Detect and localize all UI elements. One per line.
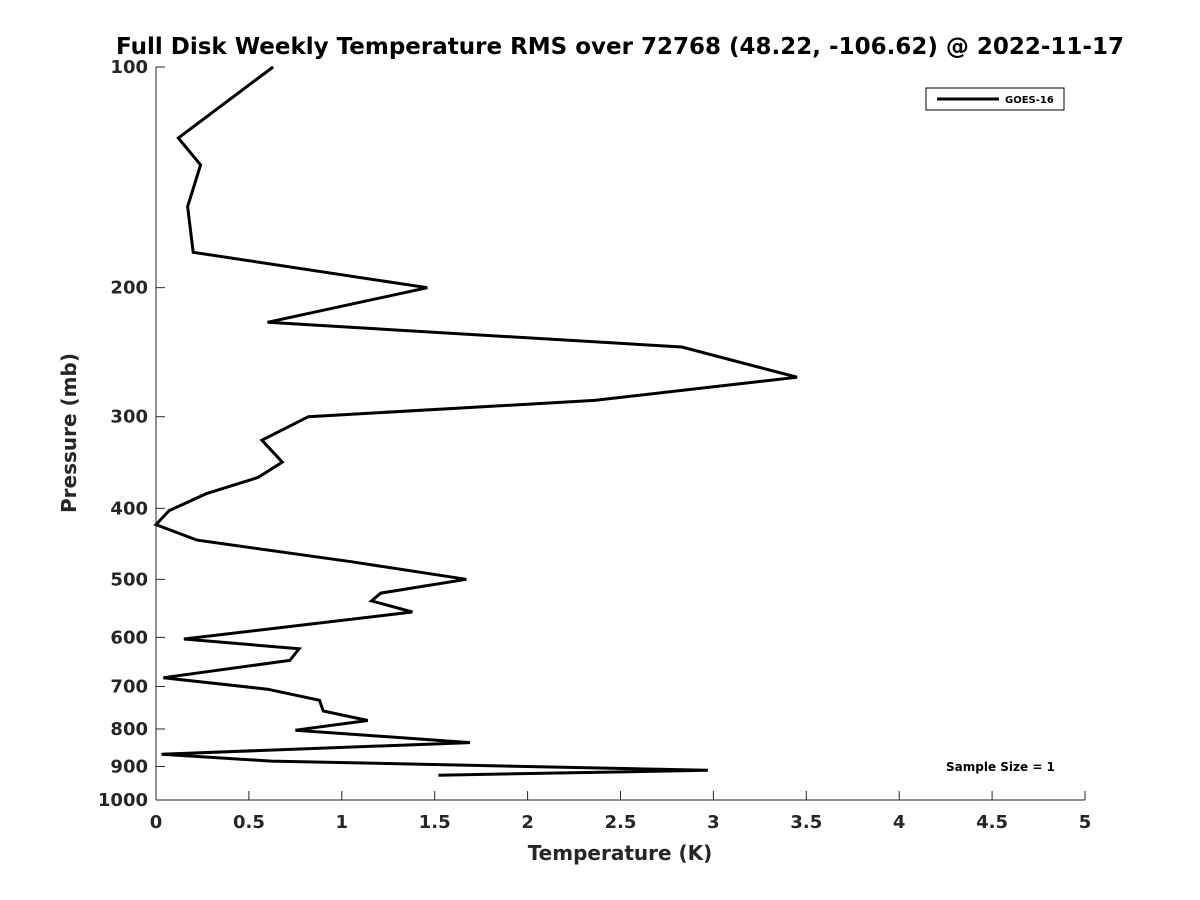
x-tick-label: 3	[707, 812, 720, 833]
x-axis-ticks: 0 0.5 1 1.5 2 2.5 3 3.5 4 4.5 5	[150, 791, 1092, 833]
y-tick-label: 100	[110, 57, 148, 78]
y-axis-ticks: 100 200 300 400 500 600 700 800 900 1000	[98, 57, 165, 811]
x-tick-label: 0.5	[233, 812, 265, 833]
y-tick-label: 500	[110, 569, 148, 590]
x-tick-label: 1	[336, 812, 349, 833]
y-tick-label: 800	[110, 719, 148, 740]
x-tick-label: 5	[1079, 812, 1092, 833]
x-tick-label: 2.5	[605, 812, 637, 833]
y-tick-label: 600	[110, 627, 148, 648]
y-axis-label: Pressure (mb)	[57, 353, 81, 513]
y-tick-label: 300	[110, 407, 148, 428]
x-tick-label: 1.5	[419, 812, 451, 833]
x-tick-label: 4.5	[976, 812, 1008, 833]
series-line-goes-16	[153, 65, 798, 777]
plot-area	[156, 67, 1085, 800]
x-tick-label: 3.5	[790, 812, 822, 833]
y-tick-label: 700	[110, 676, 148, 697]
y-tick-label: 1000	[98, 790, 148, 811]
x-tick-label: 2	[521, 812, 534, 833]
y-tick-label: 900	[110, 756, 148, 777]
x-tick-label: 4	[893, 812, 906, 833]
x-axis-label: Temperature (K)	[528, 841, 713, 865]
legend: GOES-16	[925, 87, 1065, 111]
y-tick-label: 200	[110, 278, 148, 299]
chart-title: Full Disk Weekly Temperature RMS over 72…	[116, 34, 1124, 60]
legend-label-goes-16: GOES-16	[1005, 95, 1054, 106]
y-tick-label: 400	[110, 498, 148, 519]
x-tick-label: 0	[150, 812, 163, 833]
sample-size-annotation: Sample Size = 1	[946, 760, 1055, 774]
